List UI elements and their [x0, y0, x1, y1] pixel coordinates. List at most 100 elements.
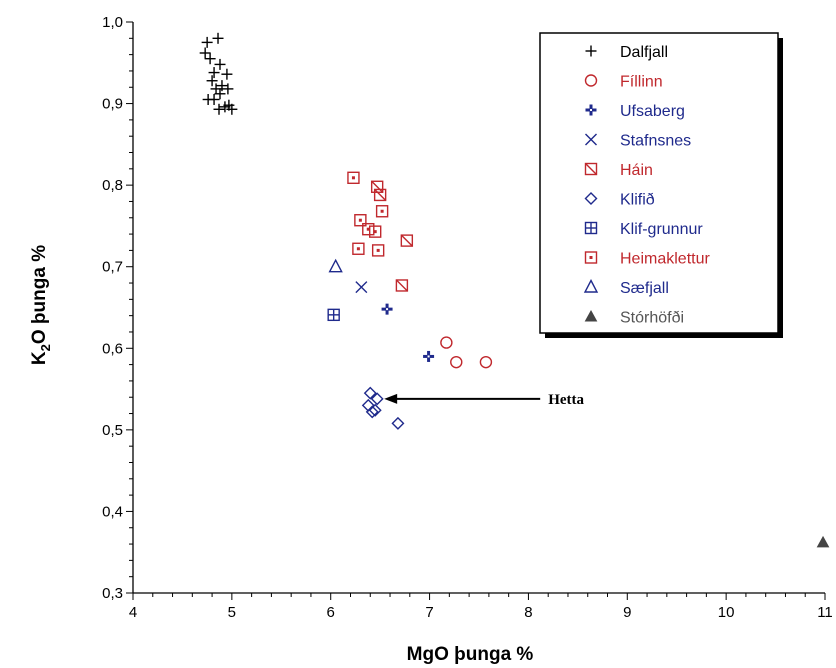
legend-label: Stórhöfði — [620, 310, 684, 327]
data-point — [816, 535, 830, 548]
marker-dot — [358, 218, 362, 222]
series-Stafnsnes — [355, 281, 368, 294]
marker-square — [371, 244, 385, 257]
marker-dot — [373, 230, 377, 234]
x-tick-label: 4 — [129, 604, 137, 621]
data-point — [204, 53, 216, 65]
axis-titles: MgO þunga % K2O þunga % — [29, 245, 533, 665]
data-point — [223, 99, 235, 111]
data-point — [395, 279, 409, 292]
marker-diamond — [584, 192, 598, 205]
data-point — [327, 308, 340, 322]
marker-stroke — [355, 281, 368, 294]
y-tick-label: 0,3 — [102, 585, 123, 602]
marker-square — [362, 222, 375, 236]
marker-dot — [356, 247, 360, 251]
marker-triangle — [583, 278, 599, 293]
legend-label: Fíllinn — [620, 74, 663, 91]
data-point — [352, 242, 365, 255]
data-point — [221, 68, 233, 80]
y-tick-label: 0,4 — [102, 503, 123, 520]
data-point — [206, 75, 218, 87]
data-point — [328, 258, 343, 273]
marker-triangle — [328, 258, 343, 273]
x-tick-label: 9 — [623, 604, 631, 621]
marker-circle — [584, 74, 598, 87]
marker-dot — [380, 209, 384, 213]
series-Háin — [370, 180, 414, 292]
data-point — [370, 180, 384, 193]
marker-center — [427, 355, 430, 358]
marker-circle — [479, 355, 493, 369]
data-point — [373, 188, 387, 202]
legend-label: Ufsaberg — [620, 103, 685, 120]
data-point — [365, 405, 379, 419]
y-tick-label: 0,8 — [102, 177, 123, 194]
legend-marker — [584, 192, 598, 205]
marker-square — [395, 279, 409, 292]
y-axis-title-sub: 2 — [38, 344, 53, 351]
data-point — [370, 392, 384, 406]
legend-marker — [585, 45, 597, 57]
series-Klifið — [361, 386, 405, 430]
series-Fíllinn — [440, 336, 493, 369]
marker-circle — [440, 336, 453, 349]
data-point — [368, 403, 382, 417]
marker-square — [373, 188, 387, 202]
legend-marker — [584, 162, 598, 176]
x-axis-title: MgO þunga % — [407, 644, 534, 665]
legend-marker — [584, 221, 598, 235]
marker-stroke — [374, 188, 387, 201]
data-point — [347, 171, 360, 185]
y-tick-label: 0,7 — [102, 259, 123, 276]
data-point — [213, 103, 225, 115]
data-point — [212, 32, 224, 44]
marker-dot — [351, 176, 355, 180]
marker-dot — [376, 248, 380, 252]
data-point — [369, 225, 382, 238]
legend-label: Heimaklettur — [620, 251, 710, 268]
marker-diamond — [365, 405, 379, 419]
data-point — [479, 355, 493, 369]
data-point — [400, 234, 414, 247]
marker-square — [369, 225, 382, 238]
legend-label: Sæfjall — [620, 280, 669, 297]
marker-diamond — [370, 392, 384, 406]
data-point — [361, 398, 375, 412]
data-point — [222, 83, 234, 95]
data-point — [201, 36, 213, 48]
marker-stroke — [585, 163, 597, 175]
marker-square — [584, 162, 598, 176]
marker-square — [584, 251, 598, 264]
marker-stroke — [400, 234, 413, 247]
marker-square — [375, 205, 389, 218]
legend-marker — [584, 309, 598, 322]
y-tick-label: 1,0 — [102, 14, 123, 31]
marker-center — [386, 308, 389, 311]
data-point — [450, 355, 463, 369]
data-point — [363, 386, 377, 400]
x-tick-label: 7 — [425, 604, 433, 621]
legend-marker — [585, 104, 597, 116]
marker-stroke — [371, 180, 384, 193]
marker-square — [347, 171, 360, 185]
x-tick-label: 8 — [524, 604, 532, 621]
data-point — [214, 88, 226, 100]
y-tick-label: 0,5 — [102, 422, 123, 439]
axes: 4 5 6 7 8 9 10 11 0,3 0,4 0,5 0,6 0,7 0,8 0,9 1,0 — [102, 14, 833, 621]
marker-diamond — [368, 403, 382, 417]
data-point — [391, 416, 405, 430]
legend-marker — [583, 278, 599, 293]
x-tick-label: 10 — [718, 604, 735, 621]
data-point — [202, 93, 214, 105]
series-Sæfjall — [328, 258, 343, 273]
legend-marker — [584, 74, 598, 87]
y-axis-title-rest: O þunga % — [29, 245, 50, 344]
data-point — [381, 303, 393, 315]
data-points — [199, 32, 830, 548]
annotation-arrow-head — [384, 393, 398, 404]
x-tick-label: 6 — [327, 604, 335, 621]
marker-dot — [589, 256, 593, 259]
data-point — [354, 214, 367, 227]
y-axis-title-main: K — [29, 351, 50, 365]
